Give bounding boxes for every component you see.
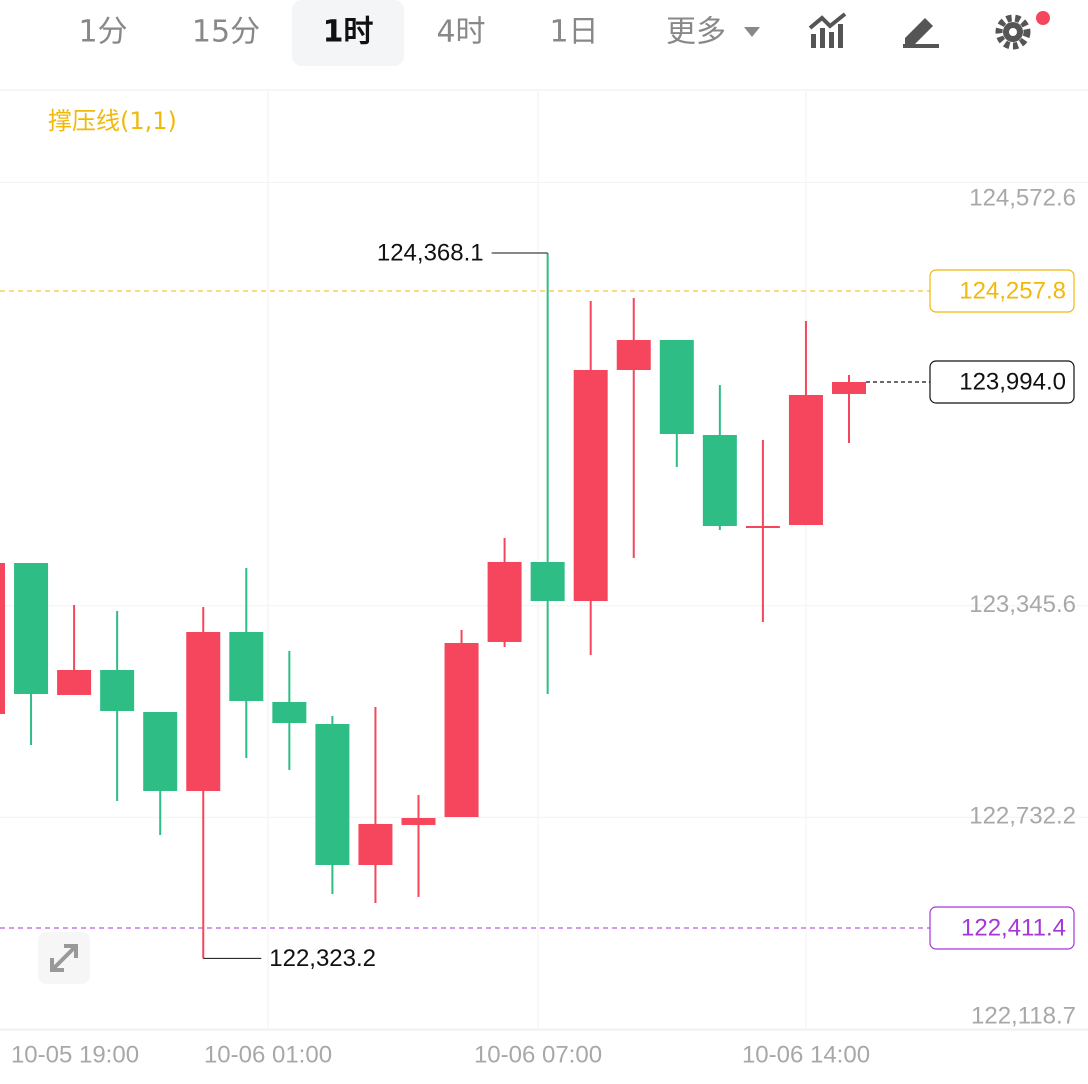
candle-body bbox=[832, 382, 866, 394]
tab[interactable]: 15分 bbox=[192, 15, 260, 50]
candle-body bbox=[788, 394, 823, 526]
candle-body bbox=[573, 369, 608, 602]
price-tag: 122,411.4 bbox=[961, 914, 1066, 941]
y-tick-label: 122,118.7 bbox=[971, 1002, 1076, 1029]
candle-body bbox=[530, 561, 565, 602]
candle-body bbox=[143, 711, 178, 791]
annotation-label: 124,368.1 bbox=[377, 239, 484, 266]
tab[interactable]: 1分 bbox=[78, 15, 127, 50]
expand-button[interactable] bbox=[38, 932, 90, 984]
x-tick-label: 10-06 01:00 bbox=[204, 1041, 332, 1068]
candle-body bbox=[229, 631, 264, 701]
tab[interactable]: 更多 bbox=[666, 15, 726, 50]
candle-body bbox=[315, 723, 350, 865]
candle-body bbox=[444, 642, 479, 818]
candle-body bbox=[358, 823, 393, 865]
price-tag: 124,257.8 bbox=[959, 277, 1066, 304]
candle-body bbox=[487, 561, 522, 642]
y-tick-label: 124,572.6 bbox=[969, 184, 1076, 211]
active-tab-bg bbox=[292, 0, 404, 66]
annotation-label: 122,323.2 bbox=[269, 945, 376, 972]
x-tick-label: 10-05 19:00 bbox=[11, 1041, 139, 1068]
candle-body bbox=[14, 562, 49, 694]
tab[interactable]: 1日 bbox=[549, 15, 598, 50]
candle-body bbox=[272, 701, 307, 723]
y-tick-label: 122,732.2 bbox=[969, 803, 1076, 830]
x-tick-label: 10-06 07:00 bbox=[474, 1041, 602, 1068]
price-tag: 123,994.0 bbox=[959, 368, 1066, 395]
draw-icon[interactable] bbox=[903, 18, 939, 48]
indicator-icon[interactable] bbox=[808, 12, 847, 48]
tab[interactable]: 1时 bbox=[323, 15, 374, 50]
y-tick-label: 123,345.6 bbox=[969, 591, 1076, 618]
settings-icon[interactable] bbox=[995, 11, 1050, 50]
price-tag-box bbox=[929, 906, 1075, 950]
price-tag-box bbox=[929, 269, 1075, 313]
indicator-legend: 撑压线(1,1) bbox=[48, 107, 177, 135]
price-tag-box bbox=[929, 360, 1075, 404]
toolbar: 1分 15分 1时 4时 1日 更多 bbox=[78, 15, 726, 50]
candle-body bbox=[57, 670, 92, 695]
dropdown-arrow[interactable] bbox=[744, 27, 760, 37]
candle-body bbox=[186, 631, 221, 791]
candle-body bbox=[401, 818, 436, 825]
candle-body bbox=[616, 339, 651, 370]
candle-body bbox=[100, 670, 135, 711]
candle-body bbox=[659, 339, 694, 434]
price-lines bbox=[0, 290, 930, 929]
tab[interactable]: 4时 bbox=[436, 15, 485, 50]
candle-body bbox=[0, 562, 5, 714]
candle-body bbox=[745, 526, 780, 529]
plot: 124,572.6 123,345.6 122,732.2 122,118.7 10-0… bbox=[0, 181, 1088, 1068]
candles bbox=[0, 252, 866, 959]
candle-body bbox=[702, 434, 737, 527]
x-tick-label: 10-06 14:00 bbox=[742, 1041, 870, 1068]
